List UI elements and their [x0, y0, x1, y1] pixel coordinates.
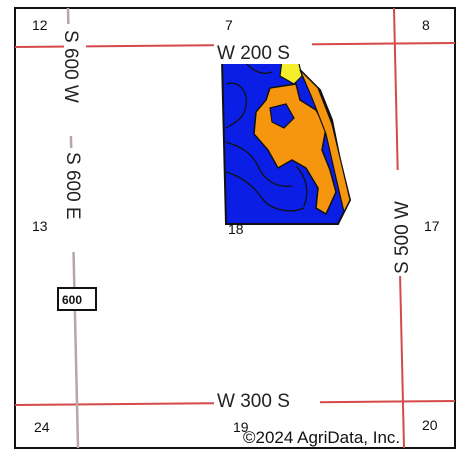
section-24: 24 [34, 419, 50, 435]
section-19: 19 [233, 419, 249, 435]
road-label-s-500-w: S 500 W [387, 170, 413, 276]
road-label-s-600-e: S 600 E [62, 148, 88, 252]
svg-text:W 300 S: W 300 S [217, 391, 290, 412]
svg-text:600: 600 [62, 293, 82, 307]
section-13: 13 [32, 218, 48, 234]
section-20: 20 [422, 417, 438, 433]
road-label-w-300-s: W 300 S [214, 390, 320, 412]
svg-text:W 200 S: W 200 S [217, 43, 290, 64]
soil-zone-orange-strip [299, 69, 351, 214]
highway-shield-600: 600 [57, 287, 97, 311]
soil-zone-blue-inclusion [269, 103, 295, 129]
svg-text:S 600 W: S 600 W [60, 30, 81, 103]
section-18: 18 [228, 221, 244, 237]
field-boundary [220, 59, 352, 225]
copyright: ©2024 AgriData, Inc. [243, 428, 400, 447]
section-12: 12 [32, 17, 48, 33]
soil-contours [225, 59, 308, 212]
section-7: 7 [225, 17, 233, 33]
road-label-s-600-w: S 600 W [60, 24, 86, 136]
svg-text:S 500 W: S 500 W [392, 201, 413, 274]
road-label-w-200-s: W 200 S [214, 42, 312, 64]
svg-text:S 600 E: S 600 E [62, 152, 83, 220]
section-17: 17 [424, 218, 440, 234]
section-8: 8 [422, 17, 430, 33]
